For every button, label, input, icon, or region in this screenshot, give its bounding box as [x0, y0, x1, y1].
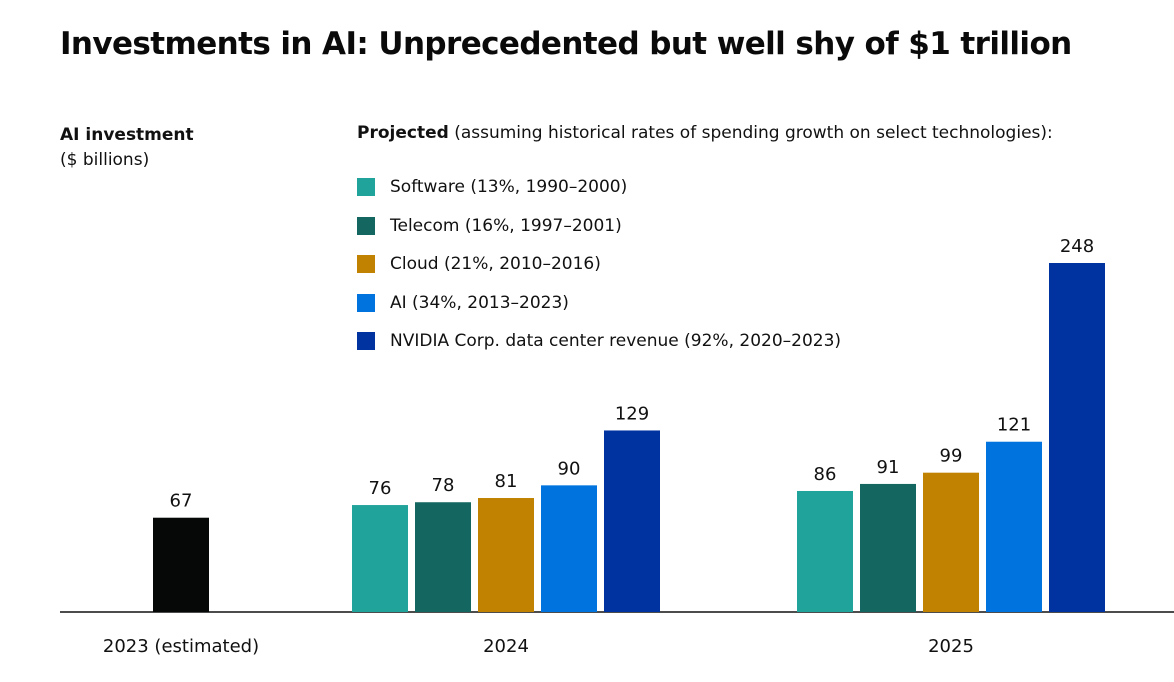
legend-label-software: Software (13%, 1990–2000) [390, 177, 628, 198]
legend-label-cloud: Cloud (21%, 2010–2016) [390, 254, 601, 275]
legend-item-cloud: Cloud (21%, 2010–2016) [357, 245, 841, 284]
legend-item-nvidia: NVIDIA Corp. data center revenue (92%, 2… [357, 322, 841, 361]
bar-2023-estimated [153, 517, 209, 612]
legend-label-ai: AI (34%, 2013–2023) [390, 292, 569, 313]
bar-ai-2025 [986, 441, 1042, 612]
value-label-ai-2025: 121 [997, 415, 1031, 436]
legend-swatch-telecom [357, 216, 375, 235]
legend-swatch-ai [357, 293, 375, 312]
value-label-cloud-2025: 99 [940, 446, 963, 467]
legend-heading-text: (assuming historical rates of spending g… [448, 123, 1053, 143]
bar-cloud-2024 [478, 498, 534, 612]
value-label-2023-estimated: 67 [170, 491, 193, 512]
bar-software-2024 [352, 505, 408, 612]
legend-label-telecom: Telecom (16%, 1997–2001) [390, 215, 622, 236]
value-label-software-2025: 86 [814, 464, 837, 485]
bar-ai-2024 [541, 485, 597, 612]
legend-swatch-cloud [357, 255, 375, 274]
value-label-telecom-2025: 91 [877, 457, 900, 478]
bar-telecom-2024 [415, 502, 471, 612]
legend-item-ai: AI (34%, 2013–2023) [357, 284, 841, 323]
value-label-nvidia-2025: 248 [1060, 236, 1094, 257]
legend-label-nvidia: NVIDIA Corp. data center revenue (92%, 2… [390, 331, 842, 352]
x-tick-label-2025: 2025 [928, 636, 974, 657]
legend-item-software: Software (13%, 1990–2000) [357, 168, 841, 207]
legend-item-telecom: Telecom (16%, 1997–2001) [357, 207, 841, 246]
bar-telecom-2025 [860, 483, 916, 612]
x-tick-label-2024: 2024 [483, 636, 529, 657]
legend-swatch-nvidia [357, 332, 375, 351]
legend-swatch-software [357, 178, 375, 197]
y-axis-label: AI investment ($ billions) [60, 123, 194, 173]
value-label-telecom-2024: 78 [432, 475, 455, 496]
value-label-software-2024: 76 [369, 478, 392, 499]
value-label-ai-2024: 90 [558, 458, 581, 479]
legend-heading: Projected (assuming historical rates of … [357, 123, 1053, 143]
bar-cloud-2025 [923, 472, 979, 612]
value-label-cloud-2024: 81 [495, 471, 518, 492]
chart-title: Investments in AI: Unprecedented but wel… [60, 26, 1072, 62]
legend: Software (13%, 1990–2000) Telecom (16%, … [357, 168, 841, 361]
value-label-nvidia-2024: 129 [615, 403, 649, 424]
bar-nvidia-2024 [604, 430, 660, 612]
legend-heading-bold: Projected [357, 123, 449, 143]
bar-nvidia-2025 [1049, 263, 1105, 612]
bar-software-2025 [797, 490, 853, 612]
y-axis-label-unit: ($ billions) [60, 150, 150, 170]
x-tick-label-2023-estimated: 2023 (estimated) [103, 636, 259, 657]
y-axis-label-title: AI investment [60, 125, 194, 145]
